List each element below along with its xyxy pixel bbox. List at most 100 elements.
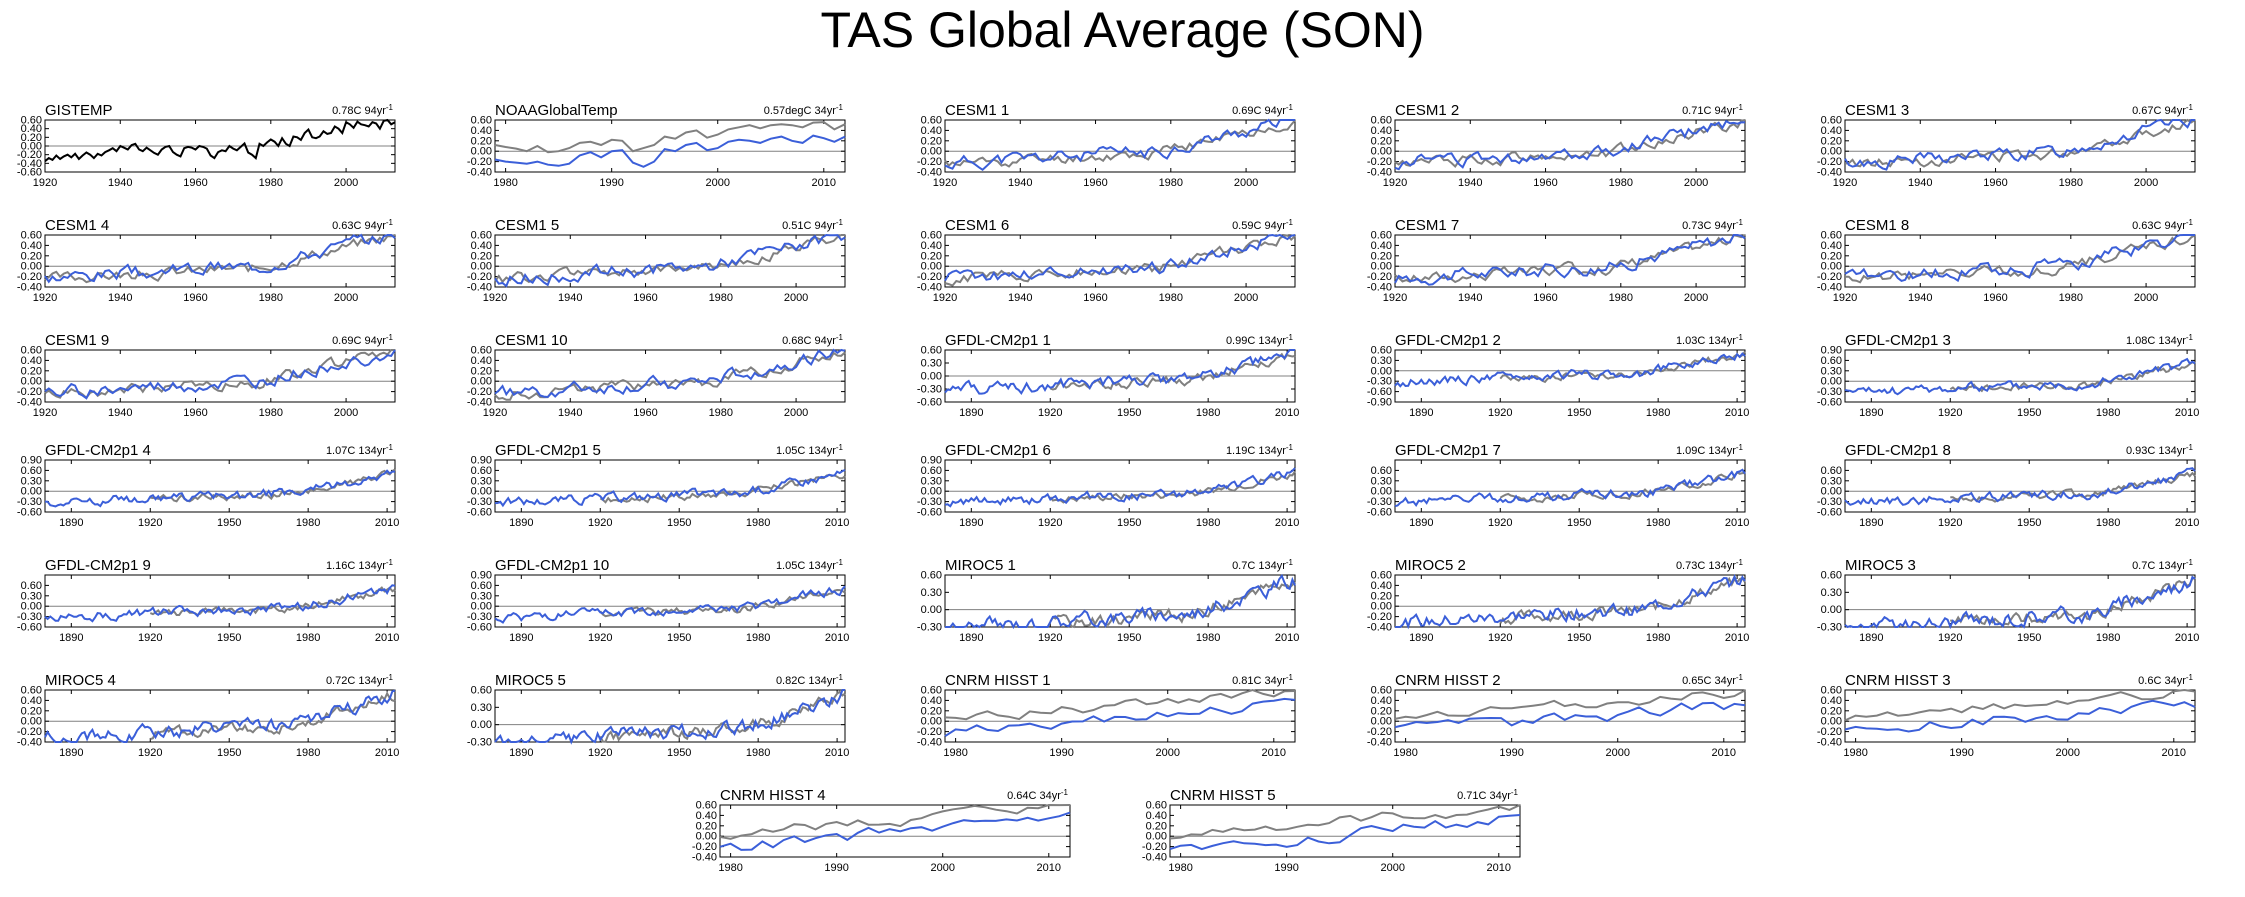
trend-superscript: -1	[386, 333, 394, 342]
x-tick-label: 2010	[825, 747, 849, 759]
x-tick-label: 2000	[1155, 747, 1179, 759]
observed-series-line	[719, 803, 1071, 840]
x-tick-label: 1980	[1168, 862, 1192, 874]
trend-superscript: -1	[1736, 673, 1744, 682]
model-series-line	[719, 811, 1071, 851]
x-tick-label: 1980	[1646, 632, 1670, 644]
x-tick-label: 1980	[1843, 747, 1867, 759]
y-tick-label: -0.60	[17, 507, 42, 519]
panel: CESM1 8 0.63C 94yr-1 0.600.400.200.00-0.20…	[1817, 217, 2196, 304]
y-tick-label: -0.20	[1142, 841, 1167, 853]
y-tick-label: 0.40	[1821, 695, 1842, 707]
model-series-line	[494, 348, 846, 399]
y-tick-label: 0.40	[1371, 125, 1392, 137]
x-tick-label: 1980	[259, 407, 283, 419]
y-tick-label: -0.40	[1817, 167, 1842, 179]
x-tick-label: 1920	[33, 407, 57, 419]
x-tick-label: 2010	[1275, 517, 1299, 529]
y-tick-label: 0.30	[471, 475, 492, 487]
y-tick-label: 0.60	[1821, 355, 1842, 367]
y-tick-label: -0.30	[1817, 496, 1842, 508]
x-tick-label: 1940	[1908, 177, 1932, 189]
y-tick-label: 0.00	[1821, 716, 1842, 728]
y-tick-label: 0.30	[21, 590, 42, 602]
y-tick-label: 0.20	[21, 365, 42, 377]
model-series-line	[1394, 119, 1745, 171]
y-tick-label: 0.20	[1371, 250, 1392, 262]
x-tick-label: 1920	[588, 632, 612, 644]
x-tick-label: 1890	[59, 632, 83, 644]
trend-superscript: -1	[1736, 103, 1744, 112]
x-tick-label: 2010	[1725, 632, 1749, 644]
y-tick-label: 0.20	[471, 365, 492, 377]
panel-title: CNRM HISST 4	[720, 787, 826, 804]
x-tick-label: 1980	[1609, 177, 1633, 189]
x-tick-label: 2010	[1275, 407, 1299, 419]
y-tick-label: -0.40	[1367, 282, 1392, 294]
x-tick-label: 1960	[183, 292, 207, 304]
x-tick-label: 2000	[2134, 292, 2158, 304]
plot-frame	[1844, 459, 2196, 513]
x-tick-label: 2000	[2055, 747, 2079, 759]
x-tick-label: 1980	[296, 632, 320, 644]
observed-series-line	[944, 119, 1296, 168]
y-tick-label: 0.60	[1821, 570, 1842, 582]
panel-title: GFDL-CM2p1 3	[1845, 332, 1951, 349]
y-tick-label: 0.60	[1821, 685, 1842, 697]
model-series-line	[1844, 699, 2196, 733]
panel-title: GFDL-CM2p1 7	[1395, 442, 1501, 459]
y-tick-label: 0.60	[21, 345, 42, 357]
panel: MIROC5 4 0.72C 134yr-10.600.400.200.00-0.…	[17, 672, 399, 759]
model-series-line	[945, 573, 1296, 630]
panel: MIROC5 1 0.7C 134yr-1 0.60 0.30 0.00 -0.30 189…	[917, 557, 1299, 644]
x-tick-label: 2010	[1725, 517, 1749, 529]
panel-title: CESM1 5	[495, 217, 559, 234]
trend-superscript: -1	[386, 673, 394, 682]
y-tick-label: 0.00	[921, 604, 942, 616]
panel: CESM1 3 0.67C 94yr-1 0.600.400.200.00-0.20…	[1817, 102, 2196, 189]
panel: GFDL-CM2p1 10 1.05C 134yr-1 0.900.600.300.…	[467, 557, 849, 644]
y-tick-label: 0.20	[1371, 705, 1392, 717]
y-tick-label: -0.40	[917, 282, 942, 294]
observed-series-line	[44, 118, 396, 162]
observed-series-line	[1394, 689, 1746, 720]
x-tick-label: 1980	[2059, 177, 2083, 189]
y-tick-label: -0.60	[1817, 507, 1842, 519]
y-tick-label: -0.30	[1817, 622, 1842, 634]
observed-series-line	[150, 691, 396, 740]
x-tick-label: 1960	[633, 407, 657, 419]
y-tick-label: -0.20	[17, 149, 42, 161]
x-tick-label: 1890	[959, 632, 983, 644]
y-tick-label: -0.30	[1367, 376, 1392, 388]
y-tick-label: 0.00	[1821, 604, 1842, 616]
trend-superscript: -1	[836, 103, 844, 112]
y-tick-label: 0.60	[471, 465, 492, 477]
x-tick-label: 2000	[705, 177, 729, 189]
y-tick-label: 0.40	[696, 810, 717, 822]
x-tick-label: 1950	[1117, 407, 1141, 419]
plot-frame	[944, 234, 1296, 288]
plot-frame	[1169, 804, 1521, 858]
y-tick-label: -0.20	[1817, 726, 1842, 738]
trend-label: 0.7C 134yr-1	[1232, 558, 1293, 572]
y-tick-label: 0.00	[471, 376, 492, 388]
y-tick-label: 0.40	[1371, 240, 1392, 252]
trend-label: 1.05C 134yr-1	[776, 443, 844, 457]
x-tick-label: 1980	[296, 517, 320, 529]
figure-title: TAS Global Average (SON)	[820, 2, 1425, 58]
panel-title: MIROC5 1	[945, 557, 1016, 574]
panel-title: GFDL-CM2p1 2	[1395, 332, 1501, 349]
x-tick-label: 1890	[509, 747, 533, 759]
x-tick-label: 1980	[2096, 407, 2120, 419]
y-tick-label: 0.00	[471, 146, 492, 158]
panel-title: MIROC5 3	[1845, 557, 1916, 574]
trend-label: 0.63C 94yr-1	[2132, 218, 2193, 232]
x-tick-label: 2010	[1262, 747, 1286, 759]
y-tick-label: 0.60	[1371, 230, 1392, 242]
y-tick-label: 0.20	[1821, 135, 1842, 147]
observed-series-line	[1169, 804, 1521, 840]
x-tick-label: 2000	[930, 862, 954, 874]
x-tick-label: 1980	[718, 862, 742, 874]
trend-superscript: -1	[836, 218, 844, 227]
x-tick-label: 1920	[1488, 632, 1512, 644]
